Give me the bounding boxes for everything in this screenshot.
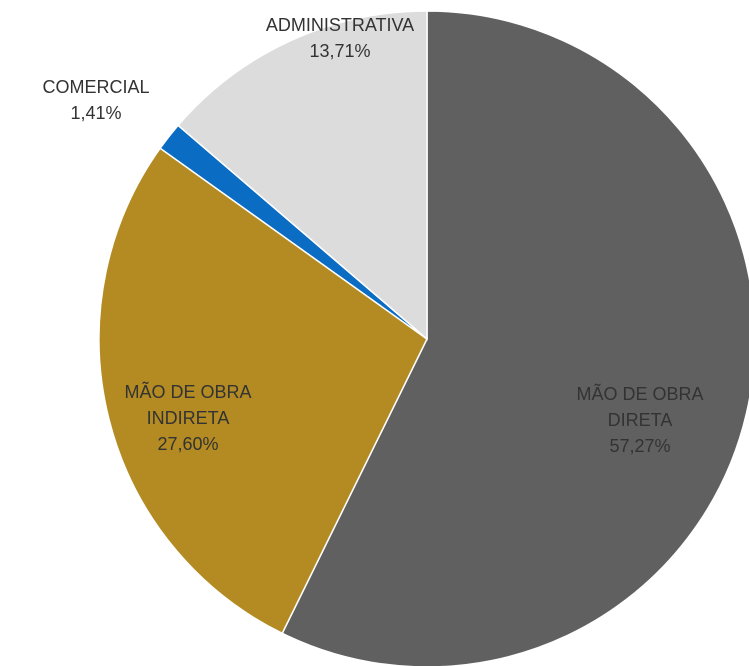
slice-label: ADMINISTRATIVA 13,71% xyxy=(230,12,450,64)
category-label: COMERCIAL xyxy=(42,77,150,97)
slice-label: MÃO DE OBRA DIRETA 57,27% xyxy=(565,381,715,459)
value-label: 13,71% xyxy=(309,41,371,61)
slice-label: MÃO DE OBRA INDIRETA 27,60% xyxy=(108,379,268,457)
value-label: 57,27% xyxy=(609,436,671,456)
value-label: 1,41% xyxy=(70,103,122,123)
category-label: MÃO DE OBRA DIRETA xyxy=(576,384,704,430)
slice-label: COMERCIAL 1,41% xyxy=(26,74,166,126)
value-label: 27,60% xyxy=(157,434,219,454)
category-label: ADMINISTRATIVA xyxy=(265,15,415,35)
pie-slice xyxy=(177,10,428,341)
category-label: MÃO DE OBRA INDIRETA xyxy=(124,382,252,428)
pie-slice xyxy=(98,147,428,635)
